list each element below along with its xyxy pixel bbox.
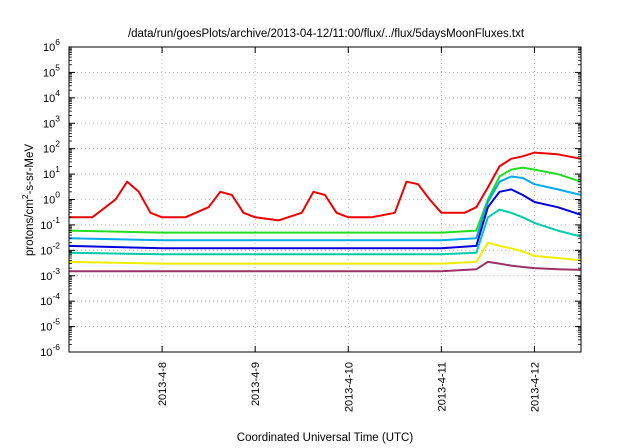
x-tick-label: 2013-4-12: [529, 362, 541, 412]
x-tick-label: 2013-4-8: [157, 362, 169, 406]
y-tick-label: 104: [43, 88, 60, 105]
y-tick-label: 103: [43, 113, 60, 130]
y-tick-label: 10-1: [40, 215, 60, 232]
x-axis: 2013-4-8 2013-4-9 2013-4-10 2013-4-11 2013-4…: [157, 47, 541, 412]
y-tick-label: 105: [43, 62, 60, 79]
x-tick-label: 2013-4-10: [343, 362, 355, 412]
y-tick-label: 100: [43, 190, 60, 207]
chart-title: /data/run/goesPlots/archive/2013-04-12/1…: [128, 28, 525, 40]
grid-lines: [69, 47, 581, 352]
x-tick-label: 2013-4-11: [436, 362, 448, 411]
y-tick-label: 10-6: [40, 342, 60, 359]
y-axis-label: protons/cm2-s-sr-MeV: [20, 144, 36, 256]
series-line-2: [68, 166, 582, 234]
x-tick-label: 2013-4-9: [250, 362, 262, 406]
y-tick-label: 106: [43, 37, 60, 54]
y-tick-label: 102: [43, 139, 60, 156]
series-line-6: [68, 241, 582, 265]
y-tick-label: 101: [43, 164, 60, 181]
y-tick-label: 10-5: [40, 317, 60, 334]
x-axis-label: Coordinated Universal Time (UTC): [237, 432, 414, 444]
series-line-5: [68, 208, 582, 256]
series-line-3: [68, 175, 582, 242]
series-line-4: [68, 188, 582, 250]
series-group: [68, 151, 582, 273]
y-tick-label: 10-4: [40, 291, 60, 308]
y-tick-label: 10-3: [40, 266, 60, 283]
series-line-7: [69, 260, 582, 273]
y-tick-label: 10-2: [40, 240, 60, 257]
series-line-1: [69, 151, 582, 222]
